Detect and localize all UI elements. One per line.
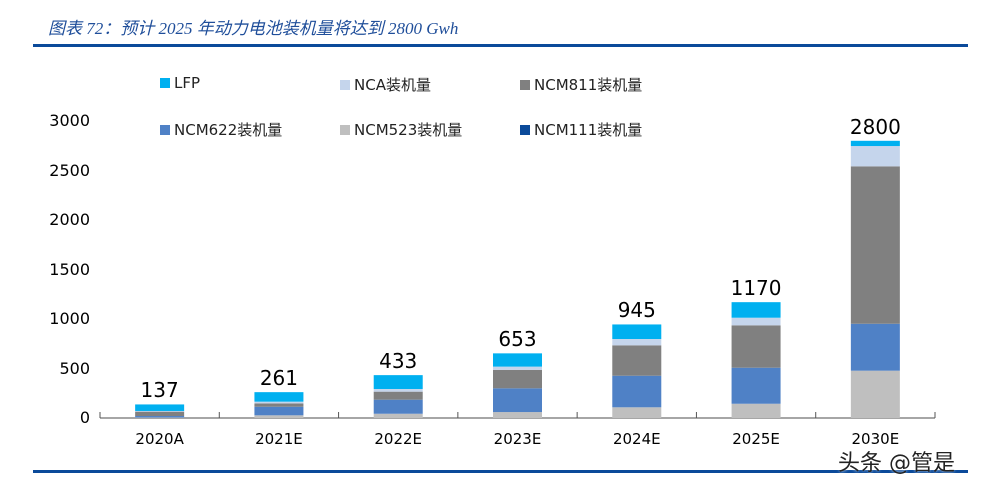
bar-segment-NCM523装机量 bbox=[731, 403, 781, 418]
x-tick-label: 2030E bbox=[851, 430, 900, 448]
bar-segment-NCA装机量 bbox=[254, 401, 304, 404]
bar-segment-NCM622装机量 bbox=[731, 367, 781, 404]
legend-label: NCA装机量 bbox=[354, 76, 431, 94]
x-tick-label: 2022E bbox=[374, 430, 423, 448]
bar-segment-NCM622装机量 bbox=[850, 323, 900, 371]
legend-label: NCM111装机量 bbox=[534, 121, 643, 139]
bar-segment-LFP bbox=[135, 404, 185, 411]
bar-segment-NCM622装机量 bbox=[135, 416, 185, 418]
bar-segment-NCA装机量 bbox=[731, 317, 781, 326]
total-label: 945 bbox=[617, 298, 656, 323]
x-tick-label: 2025E bbox=[732, 430, 780, 448]
watermark: 头条 @管是 bbox=[838, 451, 955, 476]
y-tick-label: 1500 bbox=[49, 259, 90, 279]
legend-swatch bbox=[160, 78, 170, 88]
y-tick-label: 3000 bbox=[49, 111, 90, 130]
legend-swatch bbox=[160, 124, 170, 135]
bar-segment-NCM811装机量 bbox=[493, 369, 542, 389]
bar-segment-NCM523装机量 bbox=[850, 370, 900, 418]
bar-segment-NCM523装机量 bbox=[612, 407, 662, 418]
legend-label: NCM811装机量 bbox=[534, 76, 643, 94]
legend-label: LFP bbox=[174, 74, 201, 92]
legend-item-nca: NCA装机量 bbox=[340, 74, 431, 95]
bar-segment-LFP bbox=[612, 324, 662, 339]
bar-segment-NCA装机量 bbox=[493, 366, 542, 370]
x-tick-label: 2020A bbox=[135, 430, 184, 448]
bar-segment-NCA装机量 bbox=[612, 338, 662, 346]
bar-segment-NCM811装机量 bbox=[612, 345, 662, 376]
total-label: 653 bbox=[498, 327, 537, 352]
bar-segment-NCM523装机量 bbox=[493, 412, 542, 418]
bar-segment-NCM622装机量 bbox=[612, 375, 662, 408]
legend-label: NCM622装机量 bbox=[174, 121, 283, 139]
y-tick-label: 0 bbox=[79, 408, 90, 427]
legend-item-ncm111: NCM111装机量 bbox=[520, 119, 642, 140]
legend-item-ncm622: NCM622装机量 bbox=[160, 119, 282, 140]
bar-segment-NCA装机量 bbox=[373, 388, 423, 392]
legend-swatch bbox=[520, 124, 530, 135]
legend-swatch bbox=[340, 124, 350, 135]
top-rule bbox=[33, 44, 968, 47]
bar-segment-LFP bbox=[254, 392, 304, 402]
legend-item-ncm523: NCM523装机量 bbox=[340, 119, 462, 140]
bar-segment-LFP bbox=[731, 302, 781, 318]
bar-segment-LFP bbox=[850, 140, 900, 147]
bar-segment-NCM622装机量 bbox=[493, 388, 542, 413]
bar-segment-NCM622装机量 bbox=[254, 406, 304, 416]
y-tick-label: 2500 bbox=[49, 160, 90, 180]
y-tick-label: 2000 bbox=[49, 210, 90, 229]
legend-item-lfp: LFP bbox=[160, 74, 200, 92]
bar-segment-NCM523装机量 bbox=[373, 413, 423, 418]
y-tick-label: 1000 bbox=[49, 309, 90, 328]
legend-label: NCM523装机量 bbox=[354, 121, 463, 139]
x-tick-label: 2024E bbox=[612, 430, 661, 448]
legend-swatch bbox=[520, 79, 530, 90]
y-tick-label: 500 bbox=[59, 358, 90, 378]
total-label: 137 bbox=[140, 378, 179, 403]
bar-segment-NCM811装机量 bbox=[850, 166, 900, 324]
bar-segment-NCM811装机量 bbox=[135, 411, 185, 417]
bar-segment-NCM523装机量 bbox=[254, 415, 304, 418]
figure-title: 图表 72：预计 2025 年动力电池装机量将达到 2800 Gwh bbox=[48, 19, 459, 38]
bar-segment-NCM811装机量 bbox=[373, 391, 423, 400]
legend-swatch bbox=[340, 79, 350, 90]
total-label: 261 bbox=[259, 366, 299, 391]
bottom-rule bbox=[33, 470, 968, 473]
bar-segment-NCA装机量 bbox=[850, 146, 900, 167]
total-label: 433 bbox=[379, 349, 418, 374]
x-tick-label: 2023E bbox=[493, 430, 542, 448]
legend-item-ncm811: NCM811装机量 bbox=[520, 74, 642, 95]
bar-segment-NCM622装机量 bbox=[373, 399, 423, 414]
bar-segment-NCM811装机量 bbox=[254, 403, 304, 407]
bar-segment-LFP bbox=[373, 375, 423, 389]
total-label: 1170 bbox=[730, 276, 782, 301]
total-label: 2800 bbox=[849, 114, 901, 139]
bar-segment-NCA装机量 bbox=[135, 410, 185, 412]
x-tick-label: 2021E bbox=[255, 430, 303, 448]
bar-segment-LFP bbox=[493, 353, 542, 367]
bar-segment-NCM811装机量 bbox=[731, 325, 781, 368]
